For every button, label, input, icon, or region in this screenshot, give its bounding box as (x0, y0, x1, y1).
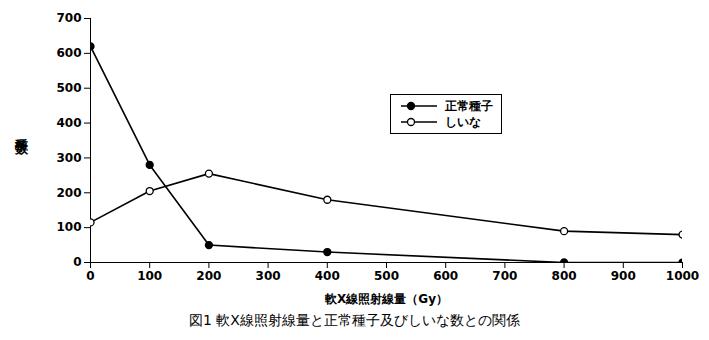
html-text:しいな: しいな (445, 114, 481, 129)
svg-text:100: 100 (137, 269, 162, 283)
svg-text:200: 200 (56, 186, 81, 200)
svg-text:100: 100 (56, 220, 81, 234)
svg-text:400: 400 (315, 269, 340, 283)
svg-text:軟X線照射線量（Gy）: 軟X線照射線量（Gy） (324, 292, 448, 306)
svg-text:0: 0 (73, 255, 81, 269)
svg-text:900: 900 (611, 269, 636, 283)
svg-text:200: 200 (196, 269, 221, 283)
html-text:図1 軟X線照射線量と正常種子及びしいな数との関係: 図1 軟X線照射線量と正常種子及びしいな数との関係 (189, 312, 520, 328)
svg-text:300: 300 (256, 269, 281, 283)
html-text:種子数: 種子数 (14, 128, 29, 134)
svg-text:600: 600 (56, 46, 81, 60)
svg-text:800: 800 (552, 269, 577, 283)
svg-text:500: 500 (374, 269, 399, 283)
svg-text:500: 500 (56, 81, 81, 95)
svg-text:600: 600 (433, 269, 458, 283)
svg-text:400: 400 (56, 116, 81, 130)
svg-text:1000: 1000 (666, 269, 699, 283)
svg-text:0: 0 (86, 269, 94, 283)
svg-text:700: 700 (492, 269, 517, 283)
svg-text:300: 300 (56, 151, 81, 165)
svg-text:700: 700 (56, 11, 81, 25)
html-text:正常種子: 正常種子 (445, 98, 493, 113)
